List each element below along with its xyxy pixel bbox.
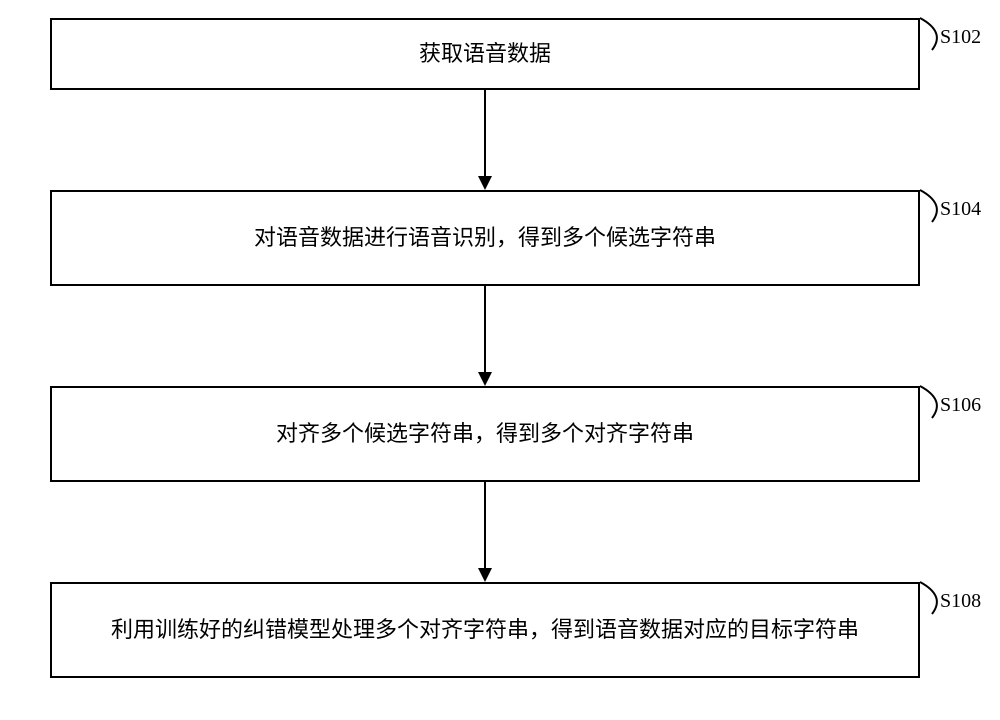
hook-s108 <box>0 0 1000 720</box>
step-label-s108: S108 <box>940 590 981 613</box>
